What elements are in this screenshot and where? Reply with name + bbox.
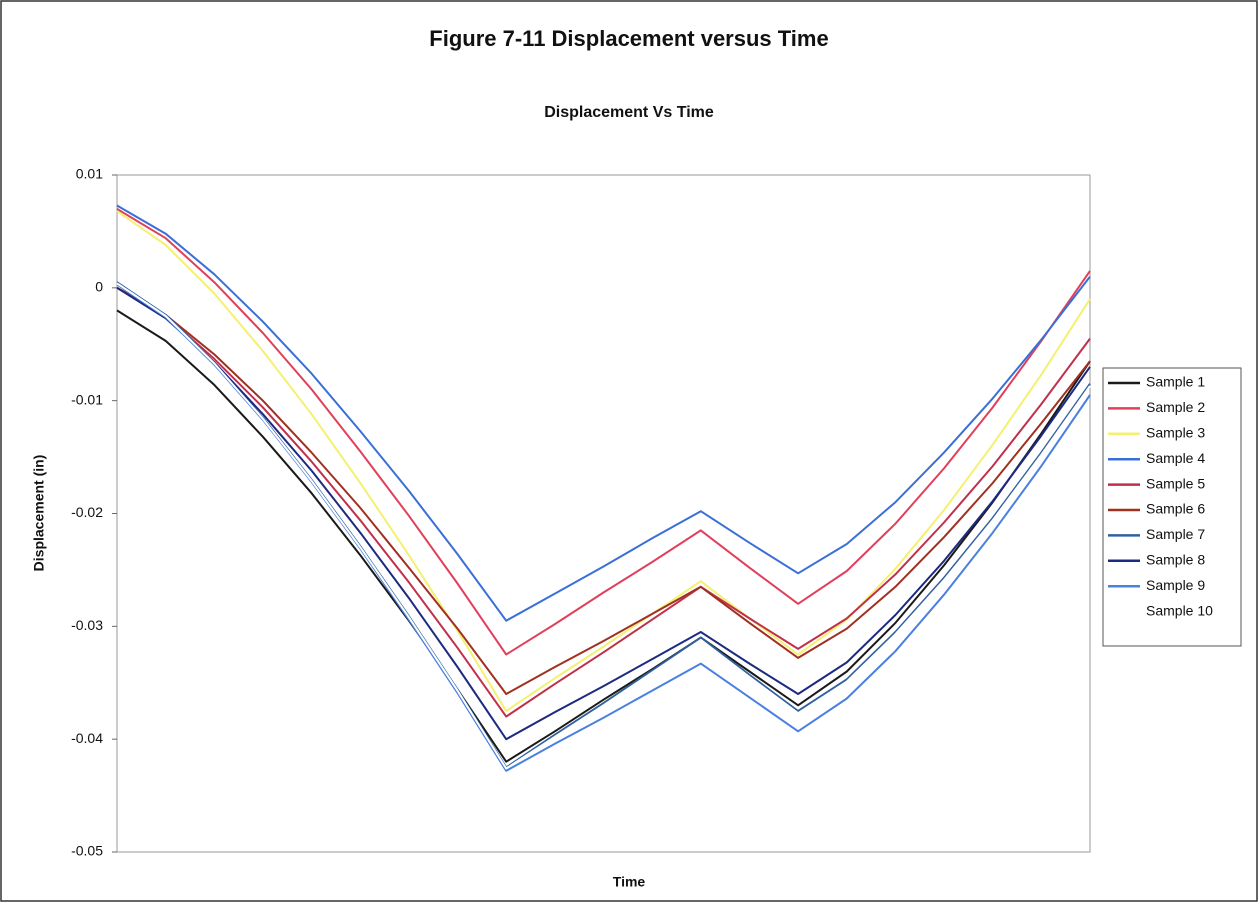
series-line [116,210,1091,712]
series-line [116,286,1091,741]
y-tick-label: -0.04 [71,730,103,746]
legend-label: Sample 7 [1146,526,1205,542]
y-tick-label: -0.01 [71,391,103,407]
y-tick-label: 0 [95,279,103,295]
legend-label: Sample 10 [1146,602,1213,618]
x-axis-label: Time [613,874,646,890]
y-axis-label: Displacement (in) [31,455,47,572]
legend-label: Sample 8 [1146,552,1205,568]
legend-label: Sample 6 [1146,501,1205,517]
legend-label: Sample 2 [1146,399,1205,415]
chart-title: Figure 7-11 Displacement versus Time [429,26,828,51]
y-tick-label: -0.03 [71,617,103,633]
y-tick-label: -0.02 [71,504,103,520]
legend-label: Sample 1 [1146,374,1205,390]
series-line [116,204,1091,622]
chart-subtitle: Displacement Vs Time [544,104,714,121]
y-tick-label: -0.05 [71,843,103,859]
series-line [116,286,1091,718]
legend [1102,367,1242,647]
y-tick-label: 0.01 [76,166,103,182]
plot-area [116,174,1091,853]
legend-label: Sample 4 [1146,450,1205,466]
series-line [116,309,1091,763]
legend-label: Sample 3 [1146,425,1205,441]
series-line [116,208,1091,656]
series-line [116,282,1091,770]
legend-label: Sample 9 [1146,577,1205,593]
series-line [116,286,1091,695]
legend-label: Sample 5 [1146,475,1205,491]
